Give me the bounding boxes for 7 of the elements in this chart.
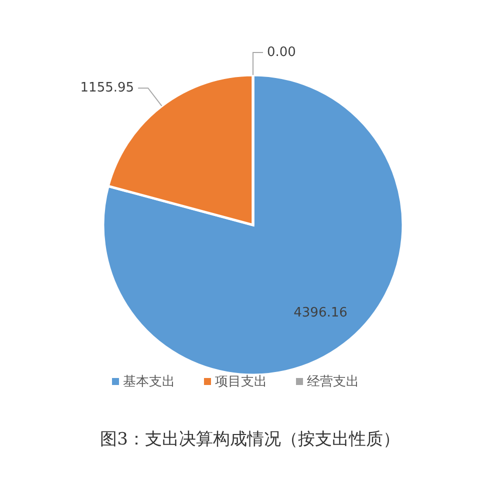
legend-label: 基本支出 [123,374,175,390]
text: 0.00 [267,45,296,60]
legend-label: 经营支出 [307,374,359,390]
data-label: 1155.95 [80,80,134,96]
text: 图3：支出决算构成情况（按支出性质） [100,429,400,450]
data-label: 4396.16 [294,306,348,321]
legend-label: 项目支出 [215,374,267,390]
